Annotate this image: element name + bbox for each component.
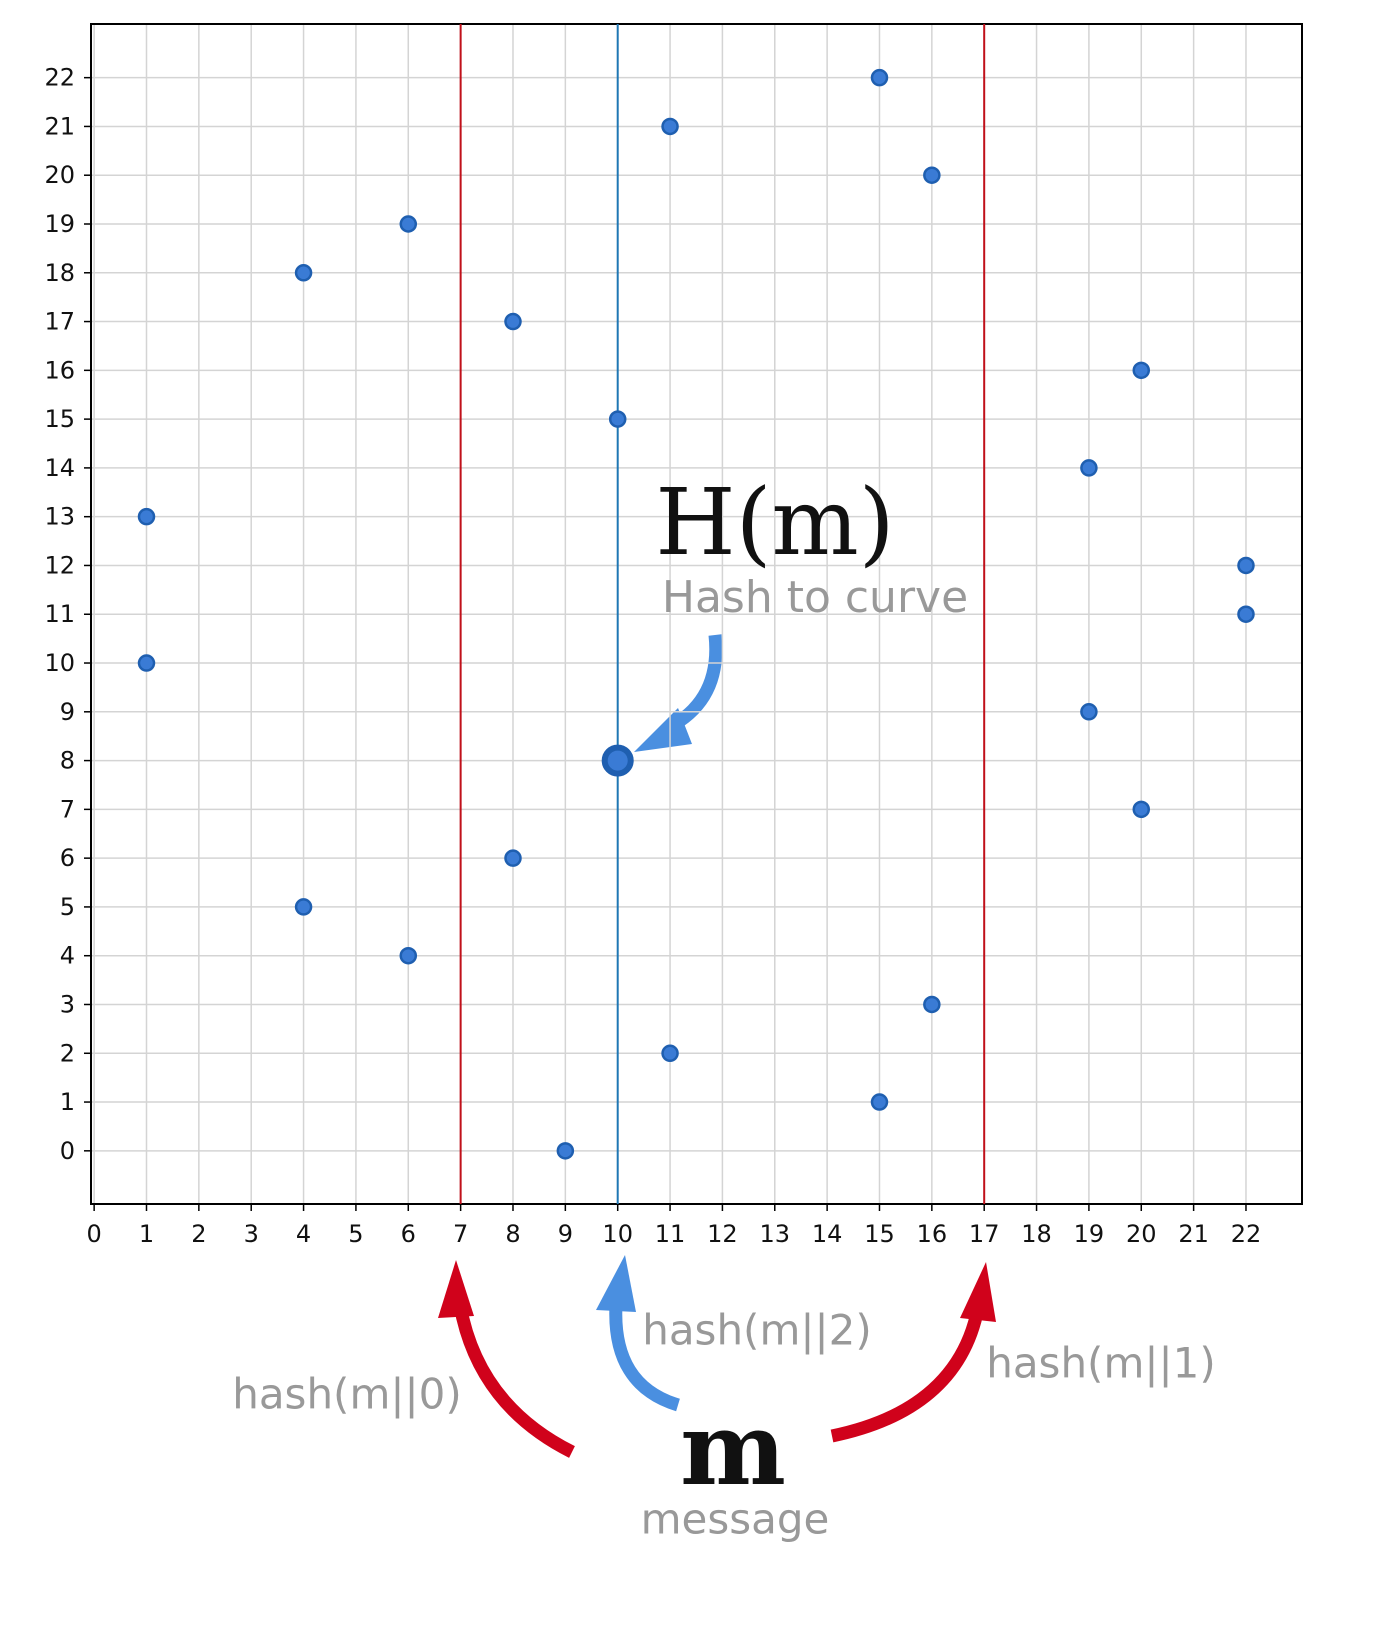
annotation: hash(m||2)	[642, 1306, 872, 1355]
point	[1132, 800, 1151, 819]
x-tick-label: 22	[1231, 1220, 1262, 1248]
x-tick-label: 19	[1074, 1220, 1105, 1248]
plot: 0 1 2 3 4 5 6 7 8 9 10 11 12 13 14 15 16 17 18 19 20 21 220123…	[44, 23, 1303, 1248]
point	[137, 654, 156, 672]
x-tick-label: 21	[1178, 1220, 1209, 1248]
y-tick-label: 1	[60, 1088, 75, 1116]
y-tick-label: 3	[60, 990, 75, 1018]
annotation: m	[680, 1390, 786, 1508]
point	[504, 312, 522, 331]
arrowhead	[634, 708, 692, 752]
y-tick-label: 2	[60, 1039, 75, 1067]
y-tick-label: 17	[44, 308, 75, 336]
arrowhead	[596, 1255, 636, 1312]
y-tick-label: 16	[44, 356, 75, 384]
x-tick-label: 18	[1021, 1220, 1052, 1248]
point	[399, 946, 418, 965]
y-tick-label: 6	[60, 844, 75, 872]
arrow	[830, 1306, 985, 1443]
point	[870, 68, 889, 87]
x-tick-label: 9	[558, 1220, 573, 1248]
y-tick-label: 15	[44, 405, 75, 433]
point	[1080, 459, 1098, 477]
x-tick-label: 5	[348, 1220, 363, 1248]
x-tick-label: 8	[505, 1220, 520, 1248]
y-tick-label: 13	[44, 503, 75, 531]
y-tick-label: 10	[44, 649, 75, 677]
point	[137, 507, 156, 526]
y-tick-label: 12	[44, 551, 75, 579]
point	[661, 117, 679, 136]
x-tick-label: 7	[453, 1220, 468, 1248]
annotation: H(m)	[655, 469, 894, 576]
arrowhead	[960, 1262, 996, 1322]
annotation: Hash to curve	[662, 572, 968, 623]
arrowhead	[438, 1260, 474, 1318]
point	[608, 410, 627, 428]
point	[1237, 556, 1255, 575]
arrow	[453, 1303, 575, 1458]
point	[923, 995, 941, 1014]
x-tick-label: 2	[191, 1220, 206, 1248]
point	[504, 849, 522, 867]
x-tick-label: 14	[812, 1220, 843, 1248]
y-tick-label: 5	[60, 893, 75, 921]
point	[661, 1044, 679, 1063]
arrows	[438, 634, 996, 1458]
y-tick-label: 8	[60, 747, 75, 775]
point	[1132, 361, 1151, 380]
x-tick-label: 15	[864, 1220, 895, 1248]
y-tick-label: 20	[44, 161, 75, 189]
arrow	[609, 1304, 681, 1412]
x-tick-label: 10	[602, 1220, 633, 1248]
y-tick-label: 18	[44, 259, 75, 287]
x-tick-label: 17	[969, 1220, 1000, 1248]
y-tick-label: 14	[44, 454, 75, 482]
x-tick-label: 1	[139, 1220, 154, 1248]
point	[294, 898, 313, 916]
y-tick-label: 0	[60, 1137, 75, 1165]
point	[399, 215, 418, 233]
y-tick-label: 19	[44, 210, 75, 238]
x-tick-label: 6	[401, 1220, 416, 1248]
plot-frame	[90, 23, 1303, 1205]
annotation: hash(m||0)	[232, 1370, 462, 1419]
point	[870, 1093, 889, 1111]
x-tick-label: 16	[917, 1220, 948, 1248]
y-tick-label: 4	[60, 942, 75, 970]
x-tick-label: 3	[244, 1220, 259, 1248]
x-tick-label: 4	[296, 1220, 311, 1248]
x-tick-label: 13	[759, 1220, 790, 1248]
point	[294, 264, 313, 282]
y-tick-label: 21	[44, 112, 75, 140]
y-tick-label: 11	[44, 600, 75, 628]
point	[923, 166, 941, 184]
x-tick-label: 12	[707, 1220, 738, 1248]
point	[556, 1142, 575, 1160]
x-tick-label: 20	[1126, 1220, 1157, 1248]
y-tick-label: 9	[60, 698, 75, 726]
point	[1237, 605, 1255, 623]
x-tick-label: 0	[87, 1220, 102, 1248]
y-tick-label: 22	[44, 64, 75, 92]
point	[1080, 703, 1098, 721]
x-tick-label: 11	[655, 1220, 686, 1248]
y-tick-label: 7	[60, 795, 75, 823]
annotation: hash(m||1)	[986, 1339, 1216, 1388]
highlight-point	[601, 744, 634, 777]
annotation: message	[641, 1495, 830, 1544]
